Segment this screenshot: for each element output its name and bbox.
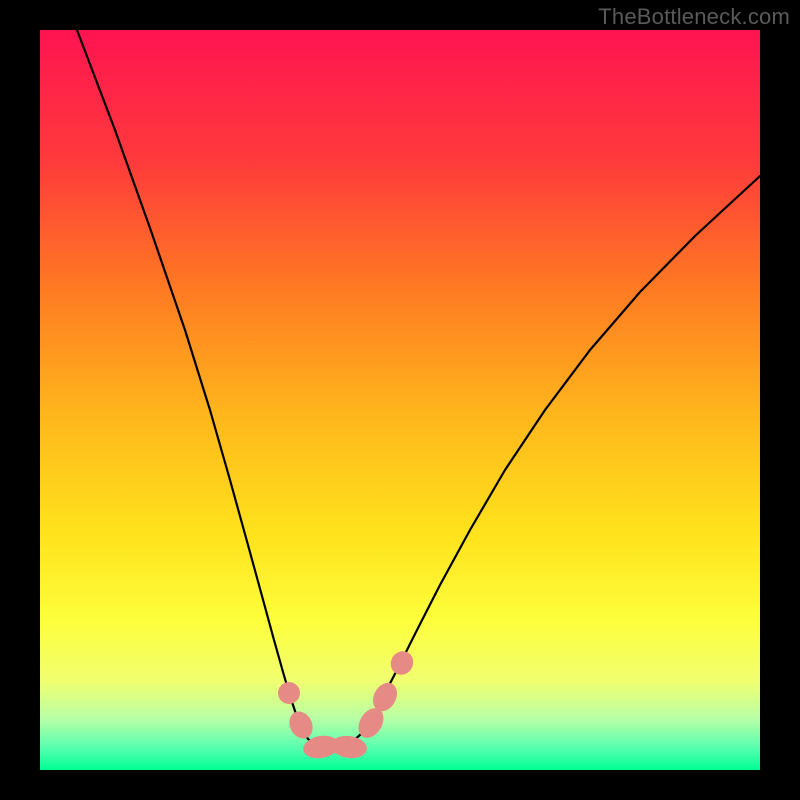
chart-frame: TheBottleneck.com bbox=[0, 0, 800, 800]
attribution-text: TheBottleneck.com bbox=[598, 4, 790, 30]
bottleneck-curve-chart bbox=[0, 0, 800, 800]
trough-marker bbox=[278, 682, 300, 704]
